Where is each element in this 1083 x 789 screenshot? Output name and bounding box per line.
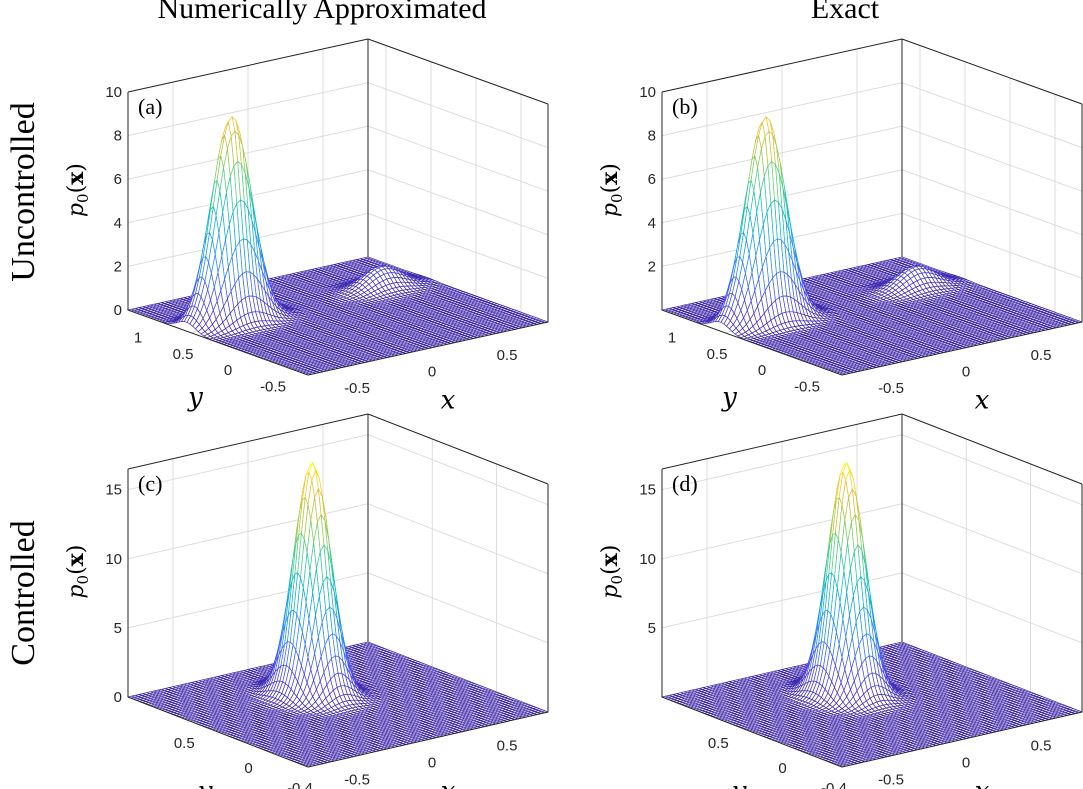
z-tick-label: 0 — [114, 302, 122, 319]
back-pane-right — [368, 39, 548, 322]
surface-mesh — [126, 115, 550, 376]
z-axis-label: p0(x) — [63, 163, 92, 217]
surface-plot-1: -0.5 0 0.5 1 0.5 0 -0.5 0 2 4 6 8 10 x y p0(x) (a) — [63, 38, 550, 416]
x-tick-label: 0 — [428, 364, 436, 381]
panel-label: (a) — [138, 94, 162, 119]
column-title-exact: Exact — [810, 0, 880, 25]
z-tick-label: 6 — [114, 171, 122, 188]
box-edge-top-left — [127, 38, 369, 93]
z-tick-label: 10 — [105, 84, 122, 101]
x-axis-label: x — [441, 386, 456, 416]
y-tick-label: 0 — [224, 362, 232, 379]
y-axis-label: y — [187, 383, 203, 413]
x-tick-label: -0.5 — [344, 380, 370, 397]
x-tick-label: 0.5 — [497, 347, 518, 364]
y-tick-label: 1 — [134, 330, 142, 347]
z-tick-label: 2 — [114, 258, 122, 275]
y-tick-label: 0.5 — [173, 346, 194, 363]
column-title-numerical: Numerically Approximated — [157, 0, 487, 25]
box-edge-top-right — [367, 38, 549, 105]
z-tick-label: 4 — [114, 215, 122, 232]
z-tick-label: 8 — [114, 128, 122, 145]
y-tick-label: -0.5 — [260, 378, 286, 395]
